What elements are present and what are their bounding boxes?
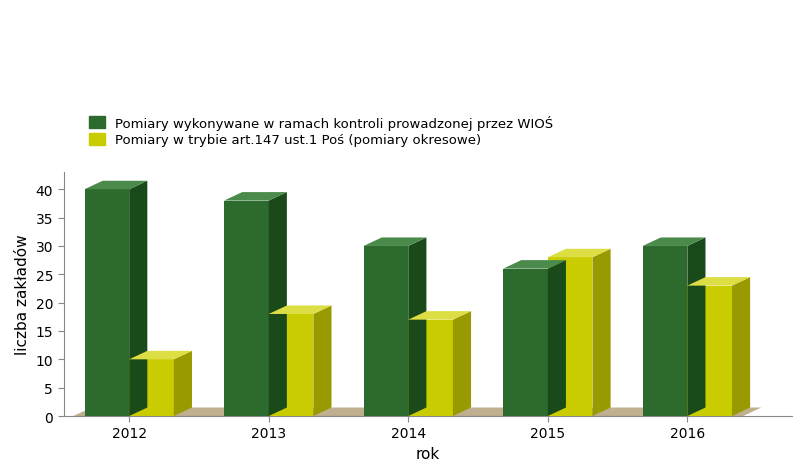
Polygon shape: [503, 260, 566, 269]
Bar: [408, 320, 453, 416]
Bar: [364, 247, 408, 416]
Polygon shape: [642, 238, 705, 247]
Y-axis label: liczba zakładów: liczba zakładów: [15, 234, 30, 355]
Polygon shape: [548, 260, 566, 416]
Bar: [269, 314, 313, 416]
Polygon shape: [592, 249, 611, 416]
Polygon shape: [548, 249, 611, 258]
Polygon shape: [743, 407, 761, 416]
Polygon shape: [224, 193, 286, 201]
Bar: [503, 269, 548, 416]
Polygon shape: [688, 278, 751, 286]
Bar: [224, 201, 269, 416]
Polygon shape: [73, 407, 761, 416]
Polygon shape: [129, 351, 192, 359]
Bar: [548, 258, 592, 416]
Bar: [688, 286, 732, 416]
Bar: [85, 190, 129, 416]
Legend: Pomiary wykonywane w ramach kontroli prowadzonej przez WIOŚ, Pomiary w trybie ar: Pomiary wykonywane w ramach kontroli pro…: [85, 111, 557, 151]
Polygon shape: [129, 181, 148, 416]
X-axis label: rok: rok: [416, 446, 440, 461]
Bar: [642, 247, 688, 416]
Polygon shape: [174, 351, 192, 416]
Polygon shape: [688, 238, 705, 416]
Polygon shape: [408, 238, 426, 416]
Polygon shape: [453, 311, 471, 416]
Polygon shape: [269, 306, 332, 314]
Polygon shape: [364, 238, 426, 247]
Polygon shape: [269, 193, 286, 416]
Polygon shape: [313, 306, 332, 416]
Polygon shape: [85, 181, 148, 190]
Polygon shape: [408, 311, 471, 320]
Bar: [129, 359, 174, 416]
Polygon shape: [732, 278, 751, 416]
